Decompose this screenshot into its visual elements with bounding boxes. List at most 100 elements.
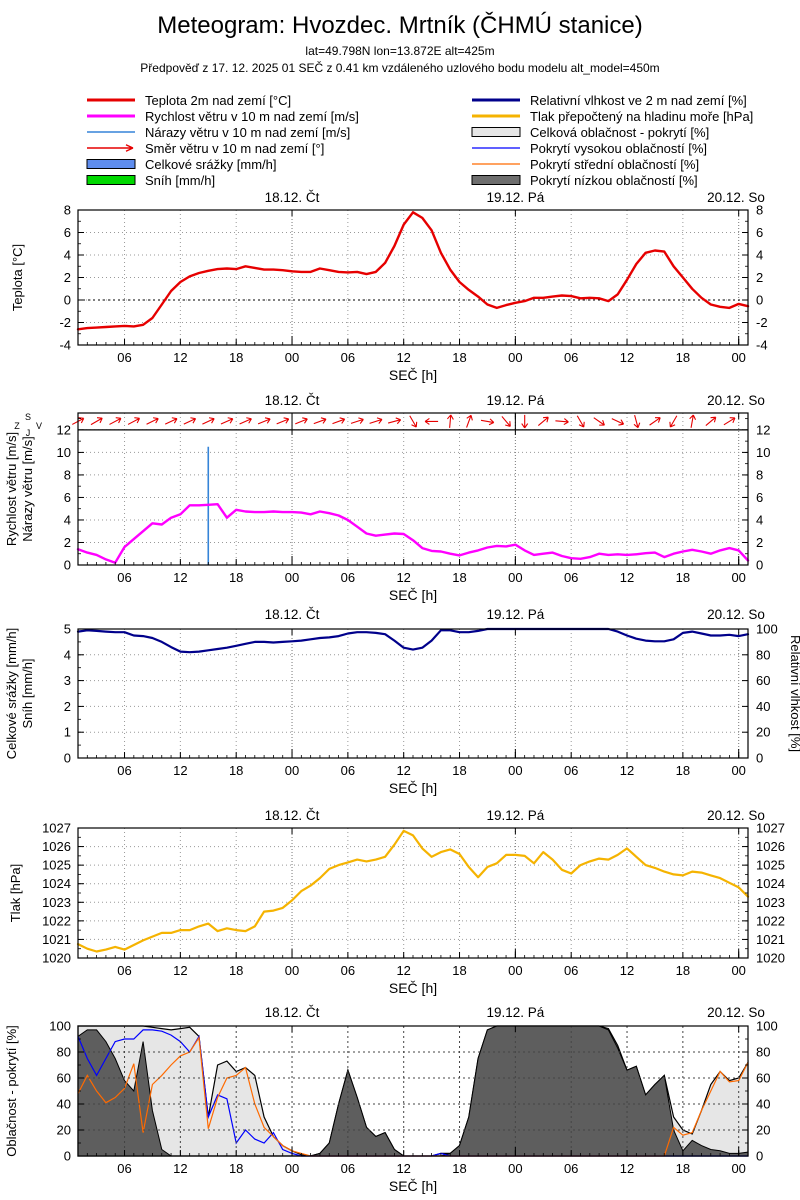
chart-text: 6 xyxy=(756,225,763,240)
x-axis-title: SEČ [h] xyxy=(389,780,437,796)
wind-direction-arrow xyxy=(593,417,605,426)
wind-direction-arrow xyxy=(649,417,661,426)
y-axis-title: Nárazy větru [m/s] xyxy=(20,436,35,541)
chart-text: 12 xyxy=(173,570,187,585)
chart-text: 18 xyxy=(676,963,690,978)
chart-text: 12 xyxy=(620,350,634,365)
chart-text: 80 xyxy=(756,647,770,662)
wind-panel: 06 12 18 00 06 12 18 00 06 12 18 000246810120246810… xyxy=(4,393,770,603)
chart-text: 0 xyxy=(64,751,71,766)
wind-direction-arrow xyxy=(276,417,290,425)
grid xyxy=(78,629,748,758)
legend-item: Tlak přepočtený na hladinu moře [hPa] xyxy=(470,108,753,124)
wind-direction-arrow xyxy=(409,415,418,428)
chart-text: 4 xyxy=(64,512,71,527)
box-swatch xyxy=(86,175,136,185)
chart-text: 6 xyxy=(756,490,763,505)
chart-text: 20 xyxy=(57,1123,71,1138)
chart-text: 06 xyxy=(341,1161,355,1176)
x-axis-title: SEČ [h] xyxy=(389,1178,437,1194)
chart-text: 06 xyxy=(117,350,131,365)
chart-text: 00 xyxy=(731,350,745,365)
chart-text: 12 xyxy=(173,350,187,365)
line-swatch xyxy=(472,114,520,118)
box-swatch xyxy=(471,175,521,185)
day-label: 19.12. Pá xyxy=(486,808,544,823)
wind-direction-arrow xyxy=(202,417,215,425)
wind-direction-arrow xyxy=(220,417,234,425)
day-label: 18.12. Čt xyxy=(265,1005,320,1020)
x-axis-title: SEČ [h] xyxy=(389,367,437,383)
wind-direction-arrow xyxy=(537,416,549,426)
chart-text: 4 xyxy=(64,248,71,263)
day-label: 20.12. So xyxy=(707,808,765,823)
wind-direction-arrow xyxy=(183,417,197,425)
day-label: 18.12. Čt xyxy=(265,607,320,622)
chart-text: 6 xyxy=(64,225,71,240)
legend-item: Směr větru v 10 m nad zemí [°] xyxy=(85,140,359,156)
chart-text: 1025 xyxy=(756,858,785,873)
chart-text: 06 xyxy=(564,350,578,365)
chart-text: 00 xyxy=(285,570,299,585)
y-axis-title: Tlak [hPa] xyxy=(8,864,23,923)
pressure-panel: 06 12 18 00 06 12 18 00 06 12 18 00 1020 1021 1022 1023… xyxy=(8,808,785,996)
chart-text: 00 xyxy=(731,1161,745,1176)
wind-direction-arrow xyxy=(90,417,103,426)
chart-text: 06 xyxy=(341,763,355,778)
wind-direction-arrow xyxy=(424,417,439,425)
chart-text: V xyxy=(36,421,42,431)
legend-item-label: Relativní vlhkost ve 2 m nad zemí [%] xyxy=(530,92,747,108)
chart-text: 2 xyxy=(64,270,71,285)
chart-text: 1027 xyxy=(42,821,71,836)
day-label: 18.12. Čt xyxy=(265,190,320,205)
y-axis-title: Sníh [mm/h] xyxy=(20,658,35,728)
legend-item-label: Celkové srážky [mm/h] xyxy=(145,156,277,172)
chart-text: -2 xyxy=(59,315,71,330)
arrow-swatch xyxy=(87,144,134,152)
legend-item: Celková oblačnost - pokrytí [%] xyxy=(470,124,753,140)
chart-text: 8 xyxy=(64,467,71,482)
chart-text: 18 xyxy=(676,763,690,778)
chart-text: 1022 xyxy=(756,913,785,928)
wind-direction-arrow xyxy=(239,417,252,425)
chart-text: 1020 xyxy=(42,951,71,966)
legend-item-label: Celková oblačnost - pokrytí [%] xyxy=(530,124,710,140)
legend-item: Teplota 2m nad zemí [°C] xyxy=(85,92,359,108)
x-axis-title: SEČ [h] xyxy=(389,980,437,996)
wind-direction-arrow xyxy=(295,417,308,425)
chart-text: 12 xyxy=(396,1161,410,1176)
chart-text: 80 xyxy=(57,1045,71,1060)
chart-text: 00 xyxy=(508,963,522,978)
axis-labels: 06 12 18 00 06 12 18 00 06 12 18 00 1020 1021 1022 1023… xyxy=(42,808,785,996)
legend-left-column: Teplota 2m nad zemí [°C] Rychlost větru v… xyxy=(85,92,359,188)
chart-text: 100 xyxy=(756,622,778,637)
wind-direction-arrow xyxy=(332,417,346,425)
legend-item: Relativní vlhkost ve 2 m nad zemí [%] xyxy=(470,92,753,108)
wind-speed-series xyxy=(76,503,750,564)
chart-text: 2 xyxy=(64,699,71,714)
chart-text: 1023 xyxy=(42,895,71,910)
chart-text: 1 xyxy=(64,725,71,740)
line-swatch xyxy=(87,98,135,102)
forecast-info: Předpověď z 17. 12. 2025 01 SEČ z 0.41 k… xyxy=(140,61,660,75)
axis-frame xyxy=(77,209,749,346)
chart-text: 12 xyxy=(620,570,634,585)
humidity-panel: 06 12 18 00 06 12 18 00 06 12 18 000123450204060801… xyxy=(4,607,800,796)
chart-text: -4 xyxy=(756,338,768,353)
day-label: 18.12. Čt xyxy=(265,393,320,408)
temperature-series xyxy=(76,211,750,331)
wind-direction-arrow xyxy=(350,417,364,424)
chart-text: 1025 xyxy=(42,858,71,873)
chart-text: 06 xyxy=(341,570,355,585)
chart-text: 12 xyxy=(396,763,410,778)
day-label: 20.12. So xyxy=(707,607,765,622)
box-swatch xyxy=(471,127,521,137)
chart-text: 10 xyxy=(57,445,71,460)
axis-frame xyxy=(77,827,749,959)
chart-text: 00 xyxy=(285,350,299,365)
y-axis-title: Celkové srážky [mm/h] xyxy=(4,628,19,759)
chart-text: 2 xyxy=(756,270,763,285)
chart-text: 0 xyxy=(64,558,71,573)
chart-text: 00 xyxy=(731,570,745,585)
